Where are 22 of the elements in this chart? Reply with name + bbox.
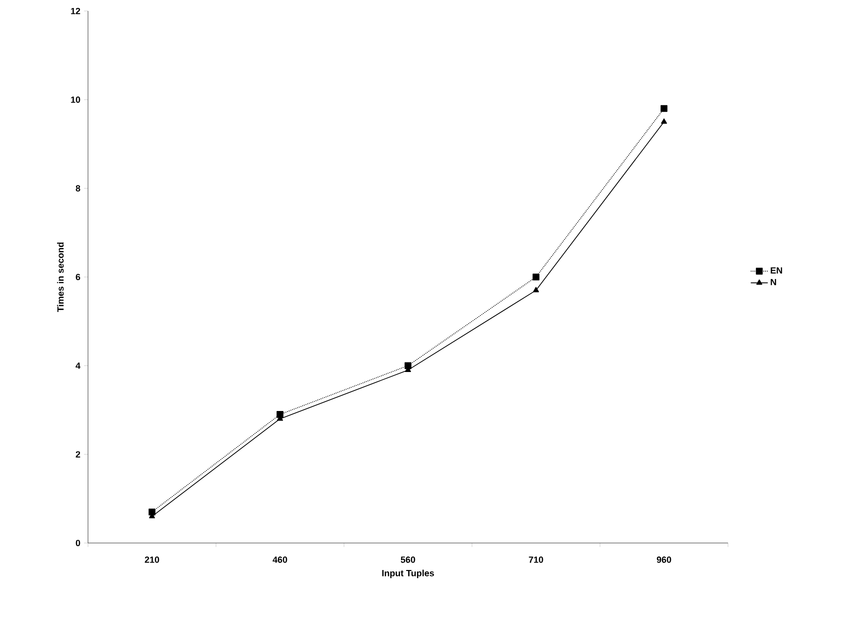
x-tick-label: 710 [528, 556, 544, 563]
point [660, 105, 668, 112]
x-tick-label: 560 [400, 556, 416, 563]
y-tick-label: 6 [76, 274, 80, 280]
x-tick-label: 960 [656, 556, 672, 563]
point [532, 274, 540, 280]
y-tick-label: 2 [76, 451, 80, 458]
point [148, 508, 156, 516]
x-tick-label: 460 [272, 556, 288, 563]
x-tick-label: 210 [144, 556, 160, 563]
point [661, 118, 667, 124]
y-tick-label: 0 [76, 540, 80, 546]
point [533, 286, 539, 292]
legend-label: EN [770, 267, 782, 274]
y-tick-label: 10 [71, 96, 80, 103]
x-axis-title: Input Tuples [382, 570, 434, 578]
legend-label: N [770, 278, 776, 286]
y-tick-label: 4 [76, 362, 80, 369]
y-tick-label: 12 [71, 8, 80, 14]
y-axis-title: Times in second [57, 242, 64, 312]
point [404, 362, 412, 370]
y-tick-label: 8 [76, 185, 80, 192]
